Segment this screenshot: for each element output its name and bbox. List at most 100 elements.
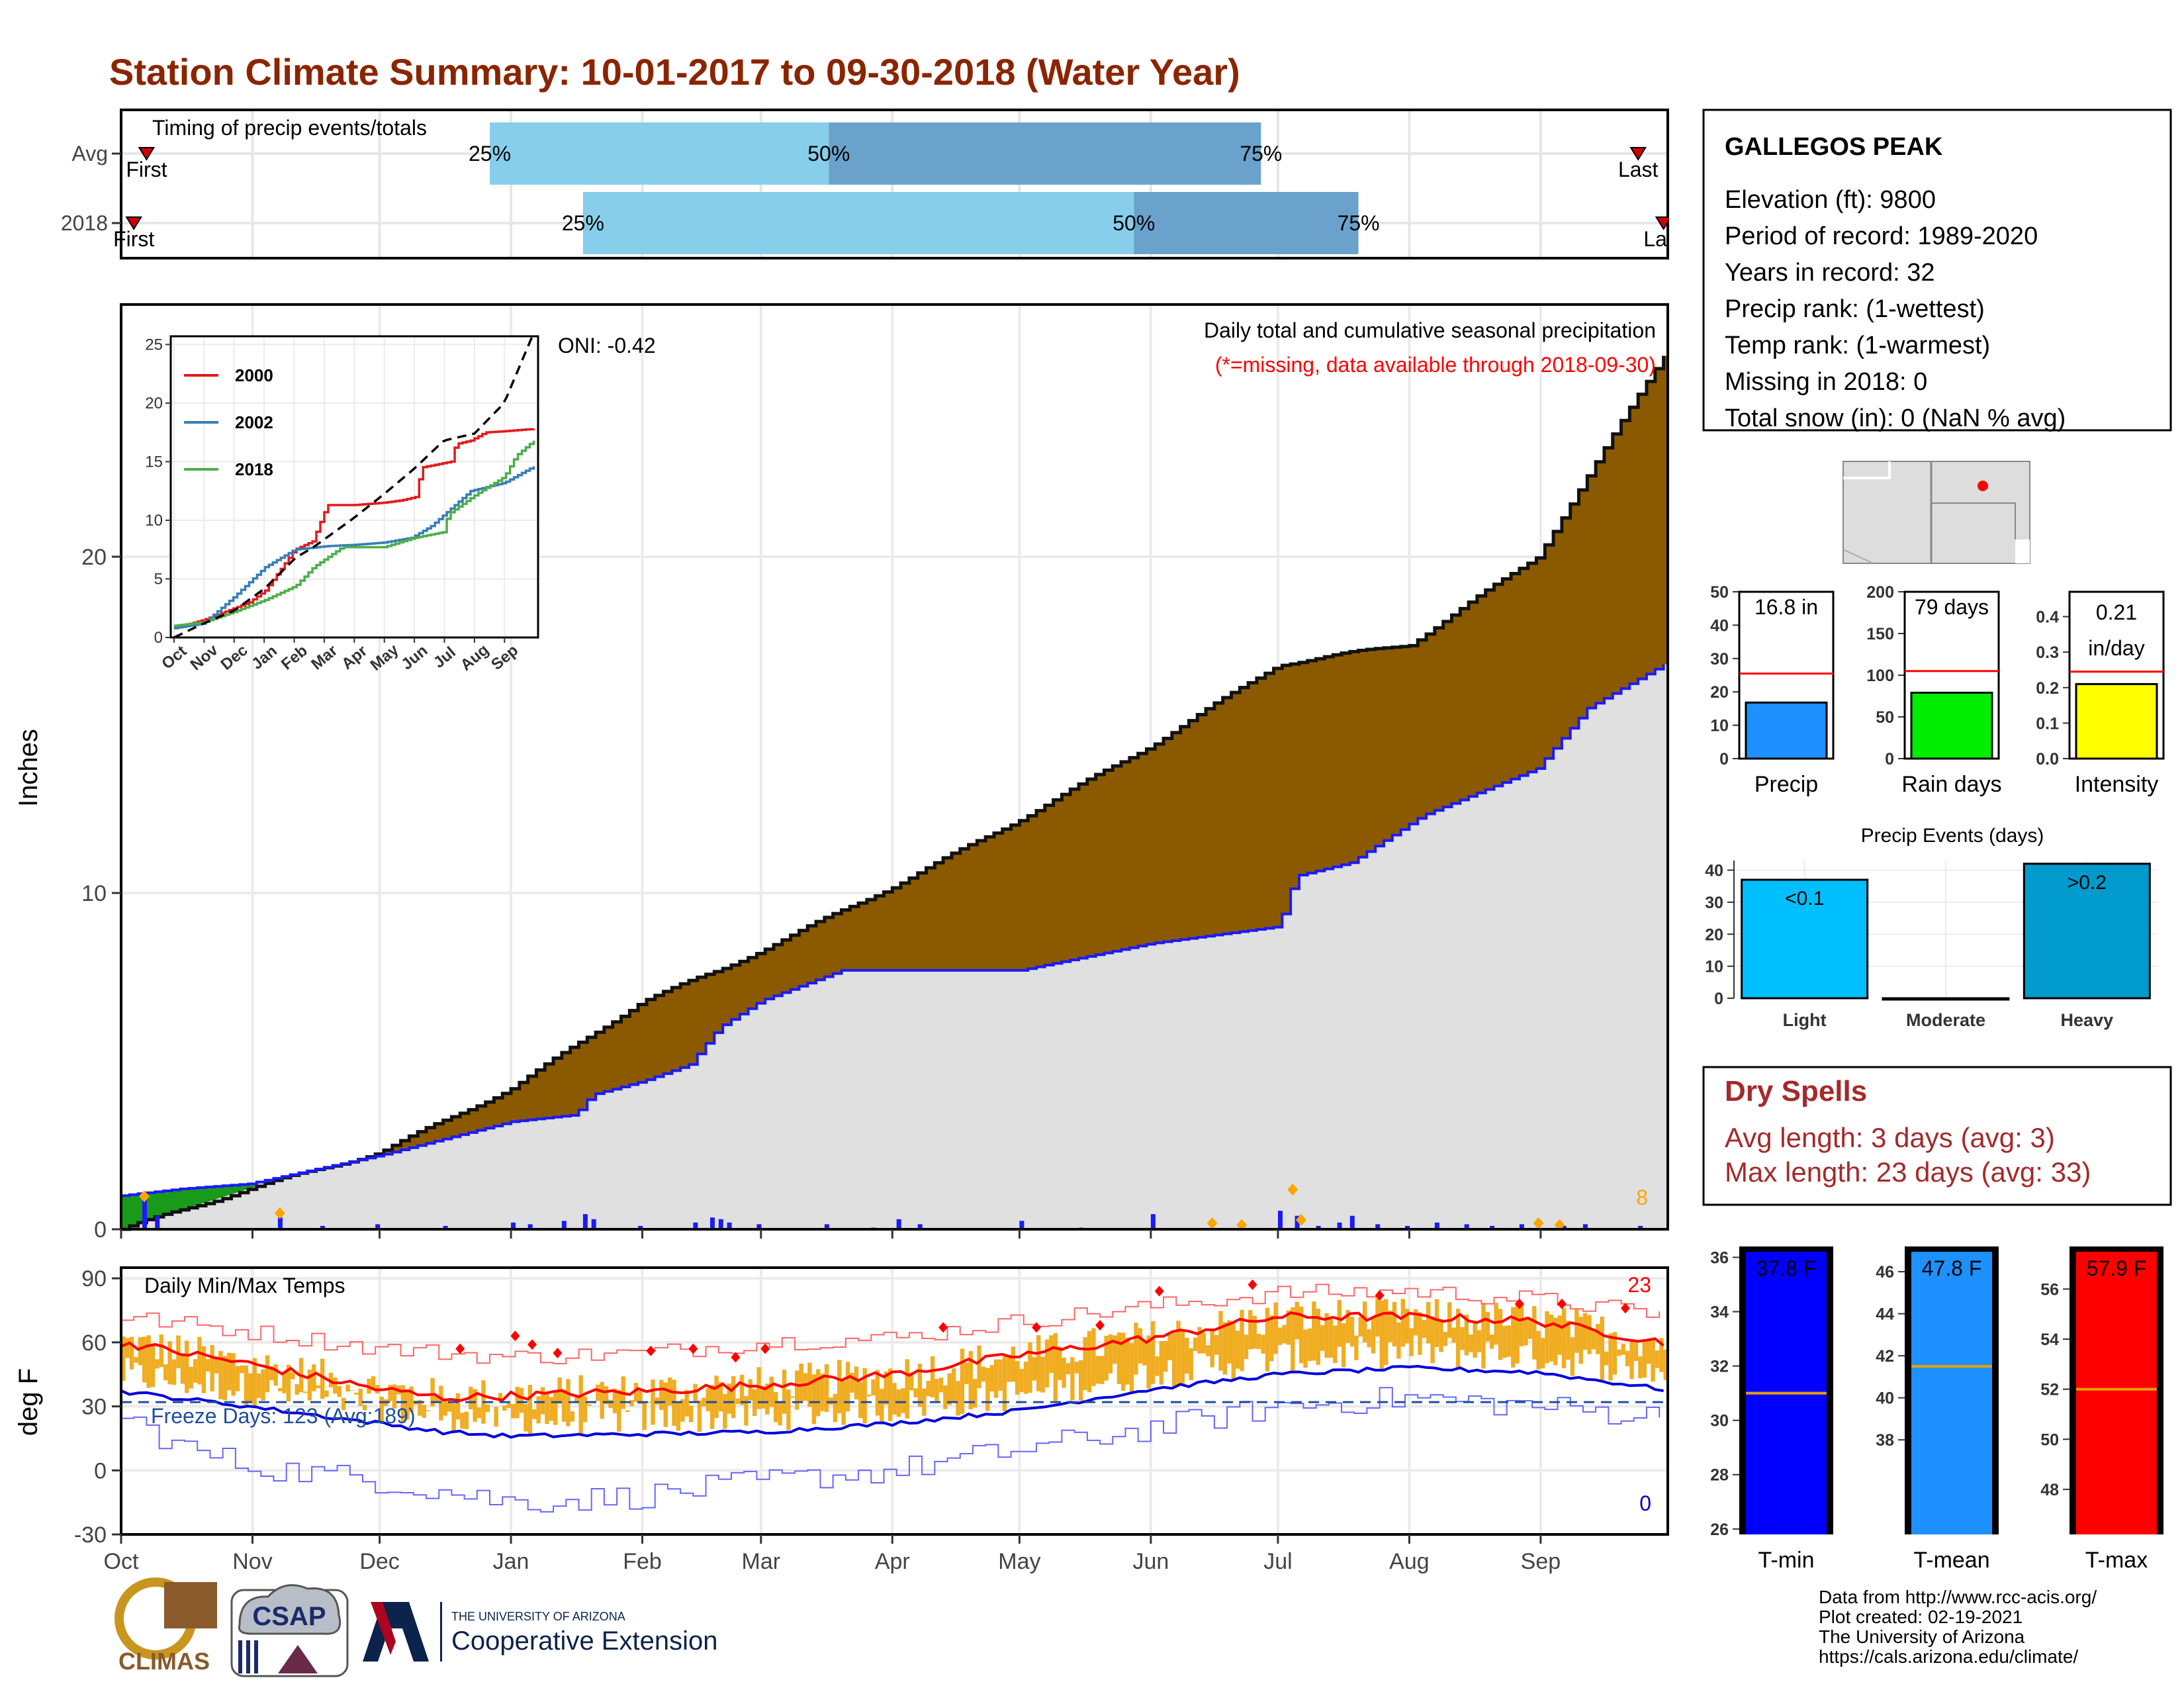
daily-temp-range-bar: [146, 1335, 151, 1388]
daily-temp-range-bar: [752, 1389, 757, 1417]
temp-bar-ytick-label: 40: [1876, 1389, 1894, 1408]
mini-ytick-label: 0.3: [2036, 643, 2059, 662]
daily-temp-range-bar: [1307, 1328, 1312, 1362]
daily-temp-range-bar: [1354, 1335, 1359, 1360]
daily-temp-range-bar: [1430, 1316, 1435, 1364]
daily-temp-range-bar: [1159, 1340, 1164, 1385]
daily-temp-range-bar: [1345, 1309, 1350, 1343]
daily-temp-range-bar: [926, 1380, 931, 1397]
daily-temp-range-bar: [638, 1390, 643, 1404]
temp-ytick-label: 0: [94, 1458, 107, 1483]
month-xtick-label: Mar: [742, 1549, 781, 1574]
daily-temp-range-bar: [121, 1336, 126, 1382]
daily-temp-range-bar: [553, 1391, 558, 1425]
daily-temp-range-bar: [1485, 1311, 1490, 1342]
station-info-line: Elevation (ft): 9800: [1725, 186, 1936, 214]
daily-temp-range-bar: [633, 1383, 639, 1402]
daily-temp-range-bar: [765, 1383, 770, 1415]
temp-bar-xlabel: T-max: [2085, 1548, 2148, 1573]
daily-temp-range-bar: [337, 1385, 341, 1397]
daily-temp-range-bar: [705, 1387, 710, 1411]
inset-series-2018: [174, 440, 535, 628]
daily-temp-range-bar: [985, 1368, 990, 1411]
daily-temp-range-bar: [1536, 1331, 1541, 1370]
daily-temp-range-bar: [1409, 1328, 1414, 1356]
daily-temp-range-bar: [273, 1364, 278, 1386]
daily-precip-bar: [142, 1199, 148, 1229]
daily-precip-bar: [1405, 1225, 1410, 1229]
snow-marker-icon: [139, 1190, 150, 1203]
daily-temp-range-bar: [477, 1407, 482, 1419]
daily-temp-range-bar: [341, 1397, 346, 1411]
temp-bar-ytick-label: 46: [1876, 1263, 1894, 1282]
daily-temp-range-bar: [1617, 1349, 1621, 1356]
daily-temp-range-bar: [1235, 1331, 1240, 1369]
daily-temp-range-bar: [871, 1379, 876, 1395]
daily-temp-range-bar: [1455, 1309, 1461, 1368]
mini-value-bar: [1910, 691, 1993, 760]
temp-bar-ytick-label: 48: [2040, 1481, 2059, 1499]
temp-bar-ytick-label: 38: [1876, 1431, 1894, 1450]
daily-temp-range-bar: [1007, 1354, 1011, 1382]
daily-temp-range-bar: [1502, 1326, 1507, 1358]
daily-temp-range-bar: [1625, 1350, 1630, 1366]
inset-legend-label: 2018: [235, 459, 273, 479]
daily-temp-range-bar: [1231, 1322, 1236, 1380]
daily-temp-range-bar: [862, 1368, 867, 1424]
temp-ytick-label: 90: [81, 1266, 107, 1291]
daily-precip-bar: [756, 1224, 762, 1229]
daily-temp-range-bar: [709, 1385, 715, 1429]
record-high-marker-icon: [731, 1352, 741, 1363]
precip-ytick-label: 10: [81, 881, 107, 906]
daily-temp-range-bar: [850, 1372, 854, 1393]
daily-temp-range-bar: [345, 1384, 350, 1392]
daily-temp-range-bar: [1469, 1335, 1473, 1352]
daily-temp-range-bar: [651, 1379, 655, 1425]
daily-temp-range-bar: [439, 1385, 443, 1421]
daily-precip-bar: [511, 1222, 516, 1229]
daily-temp-range-bar: [1269, 1315, 1274, 1362]
temp-value-label: 57.9 F: [2087, 1256, 2147, 1280]
daily-temp-range-bar: [702, 1397, 706, 1407]
mini-bar-chart-rain-days: 0 50 100 150 200 79 days Rain days: [1866, 583, 2001, 797]
daily-temp-range-bar: [1028, 1342, 1032, 1393]
daily-precip-bar: [277, 1217, 283, 1229]
daily-temp-range-bar: [1138, 1328, 1143, 1364]
dry-spells-avg: Avg length: 3 days (avg: 3): [1725, 1122, 2055, 1153]
mini-bar-xlabel: Intensity: [2075, 772, 2159, 797]
month-xtick-label: Aug: [1389, 1549, 1430, 1574]
month-xtick-label: Jul: [1263, 1549, 1292, 1574]
daily-temp-range-bar: [434, 1395, 439, 1403]
daily-temp-range-bar: [1413, 1309, 1418, 1336]
daily-precip-bar: [1337, 1222, 1342, 1229]
daily-temp-range-bar: [1392, 1301, 1397, 1346]
mini-value-unit: in/day: [2088, 636, 2144, 660]
daily-temp-range-bar: [884, 1371, 888, 1405]
ua-small-text: THE UNIVERSITY OF ARIZONA: [451, 1610, 625, 1623]
daily-temp-range-bar: [1506, 1325, 1512, 1357]
daily-temp-range-bar: [1074, 1362, 1079, 1374]
daily-temp-range-bar: [1070, 1357, 1075, 1401]
daily-temp-range-bar: [803, 1373, 808, 1401]
timing-label-75: 75%: [1338, 211, 1380, 235]
daily-temp-range-bar: [1642, 1339, 1647, 1378]
daily-temp-range-bar: [1621, 1344, 1625, 1355]
mini-ytick-label: 0.0: [2036, 750, 2059, 769]
timing-panel-title: Timing of precip events/totals: [152, 116, 427, 140]
daily-temp-range-bar: [307, 1369, 312, 1401]
daily-temp-range-bar: [1638, 1356, 1643, 1379]
temp-ylabel: deg F: [14, 1368, 43, 1436]
daily-temp-range-bar: [201, 1346, 206, 1393]
daily-precip-bar: [896, 1219, 901, 1229]
daily-temp-range-bar: [206, 1359, 210, 1372]
inset-ytick-label: 5: [154, 570, 163, 588]
daily-temp-range-bar: [1439, 1319, 1443, 1352]
timing-label-50: 50%: [1113, 211, 1155, 235]
daily-temp-range-bar: [447, 1401, 452, 1412]
month-xtick-label: Apr: [875, 1549, 910, 1574]
mini-value-label: 16.8 in: [1754, 595, 1818, 619]
daily-temp-range-bar: [185, 1340, 189, 1393]
daily-temp-range-bar: [316, 1385, 320, 1388]
daily-temp-range-bar: [392, 1384, 397, 1409]
last-event-marker-icon: [1655, 216, 1672, 230]
